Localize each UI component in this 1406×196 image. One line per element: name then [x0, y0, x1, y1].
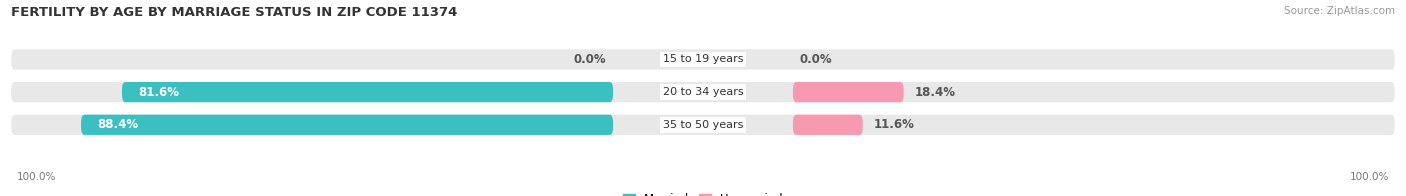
Text: 0.0%: 0.0%	[800, 53, 832, 66]
Text: 88.4%: 88.4%	[97, 118, 139, 131]
Text: 18.4%: 18.4%	[915, 86, 956, 99]
Text: 11.6%: 11.6%	[873, 118, 915, 131]
Text: Source: ZipAtlas.com: Source: ZipAtlas.com	[1284, 6, 1395, 16]
FancyBboxPatch shape	[11, 82, 1395, 102]
FancyBboxPatch shape	[11, 49, 1395, 70]
Legend: Married, Unmarried: Married, Unmarried	[623, 193, 783, 196]
Text: 0.0%: 0.0%	[574, 53, 606, 66]
FancyBboxPatch shape	[793, 115, 863, 135]
Text: 20 to 34 years: 20 to 34 years	[662, 87, 744, 97]
Text: 100.0%: 100.0%	[1350, 172, 1389, 182]
Text: 100.0%: 100.0%	[17, 172, 56, 182]
Text: 15 to 19 years: 15 to 19 years	[662, 54, 744, 64]
FancyBboxPatch shape	[122, 82, 613, 102]
FancyBboxPatch shape	[793, 82, 904, 102]
Text: 35 to 50 years: 35 to 50 years	[662, 120, 744, 130]
FancyBboxPatch shape	[11, 115, 1395, 135]
FancyBboxPatch shape	[82, 115, 613, 135]
Text: FERTILITY BY AGE BY MARRIAGE STATUS IN ZIP CODE 11374: FERTILITY BY AGE BY MARRIAGE STATUS IN Z…	[11, 6, 457, 19]
Text: 81.6%: 81.6%	[139, 86, 180, 99]
